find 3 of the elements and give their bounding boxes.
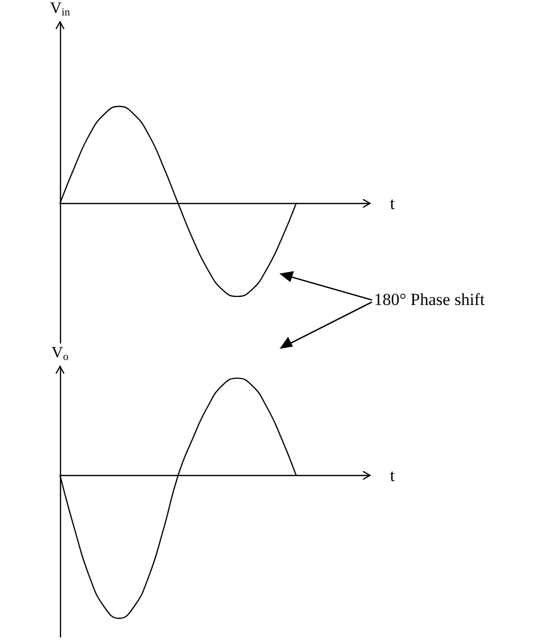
text: 180° Phase shift bbox=[374, 290, 485, 310]
x-axis-title: t bbox=[390, 466, 395, 485]
x-axis-title: t bbox=[390, 194, 395, 213]
